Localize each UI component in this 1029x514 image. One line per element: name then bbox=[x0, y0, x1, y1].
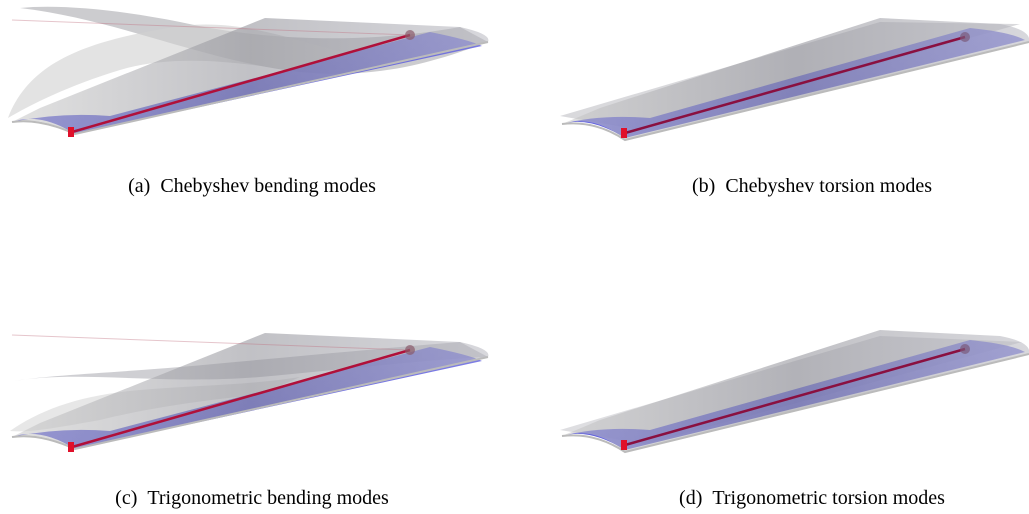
subfigure-label: (c) bbox=[115, 487, 137, 509]
wing-render-a bbox=[8, 7, 488, 137]
caption-b: (b) Chebyshev torsion modes bbox=[692, 175, 932, 197]
wing-render-d bbox=[560, 330, 1029, 452]
page: {"figure": {"subfigures": [ {"label": "(… bbox=[0, 0, 1029, 514]
caption-text: Chebyshev bending modes bbox=[160, 175, 376, 197]
caption-d: (d) Trigonometric torsion modes bbox=[679, 487, 945, 509]
figure: (a) Chebyshev bending modes (b) Chebyshev … bbox=[0, 0, 1029, 514]
caption-text: Trigonometric bending modes bbox=[147, 487, 389, 509]
caption-text: Trigonometric torsion modes bbox=[712, 487, 945, 509]
caption-a: (a) Chebyshev bending modes bbox=[128, 175, 376, 197]
caption-text: Chebyshev torsion modes bbox=[725, 175, 932, 197]
subfigure-label: (a) bbox=[128, 175, 150, 197]
subfigure-label: (b) bbox=[692, 175, 715, 197]
wing-render-b bbox=[560, 18, 1029, 140]
subfigure-label: (d) bbox=[679, 487, 702, 509]
wing-render-c bbox=[10, 333, 488, 452]
caption-c: (c) Trigonometric bending modes bbox=[115, 487, 389, 509]
